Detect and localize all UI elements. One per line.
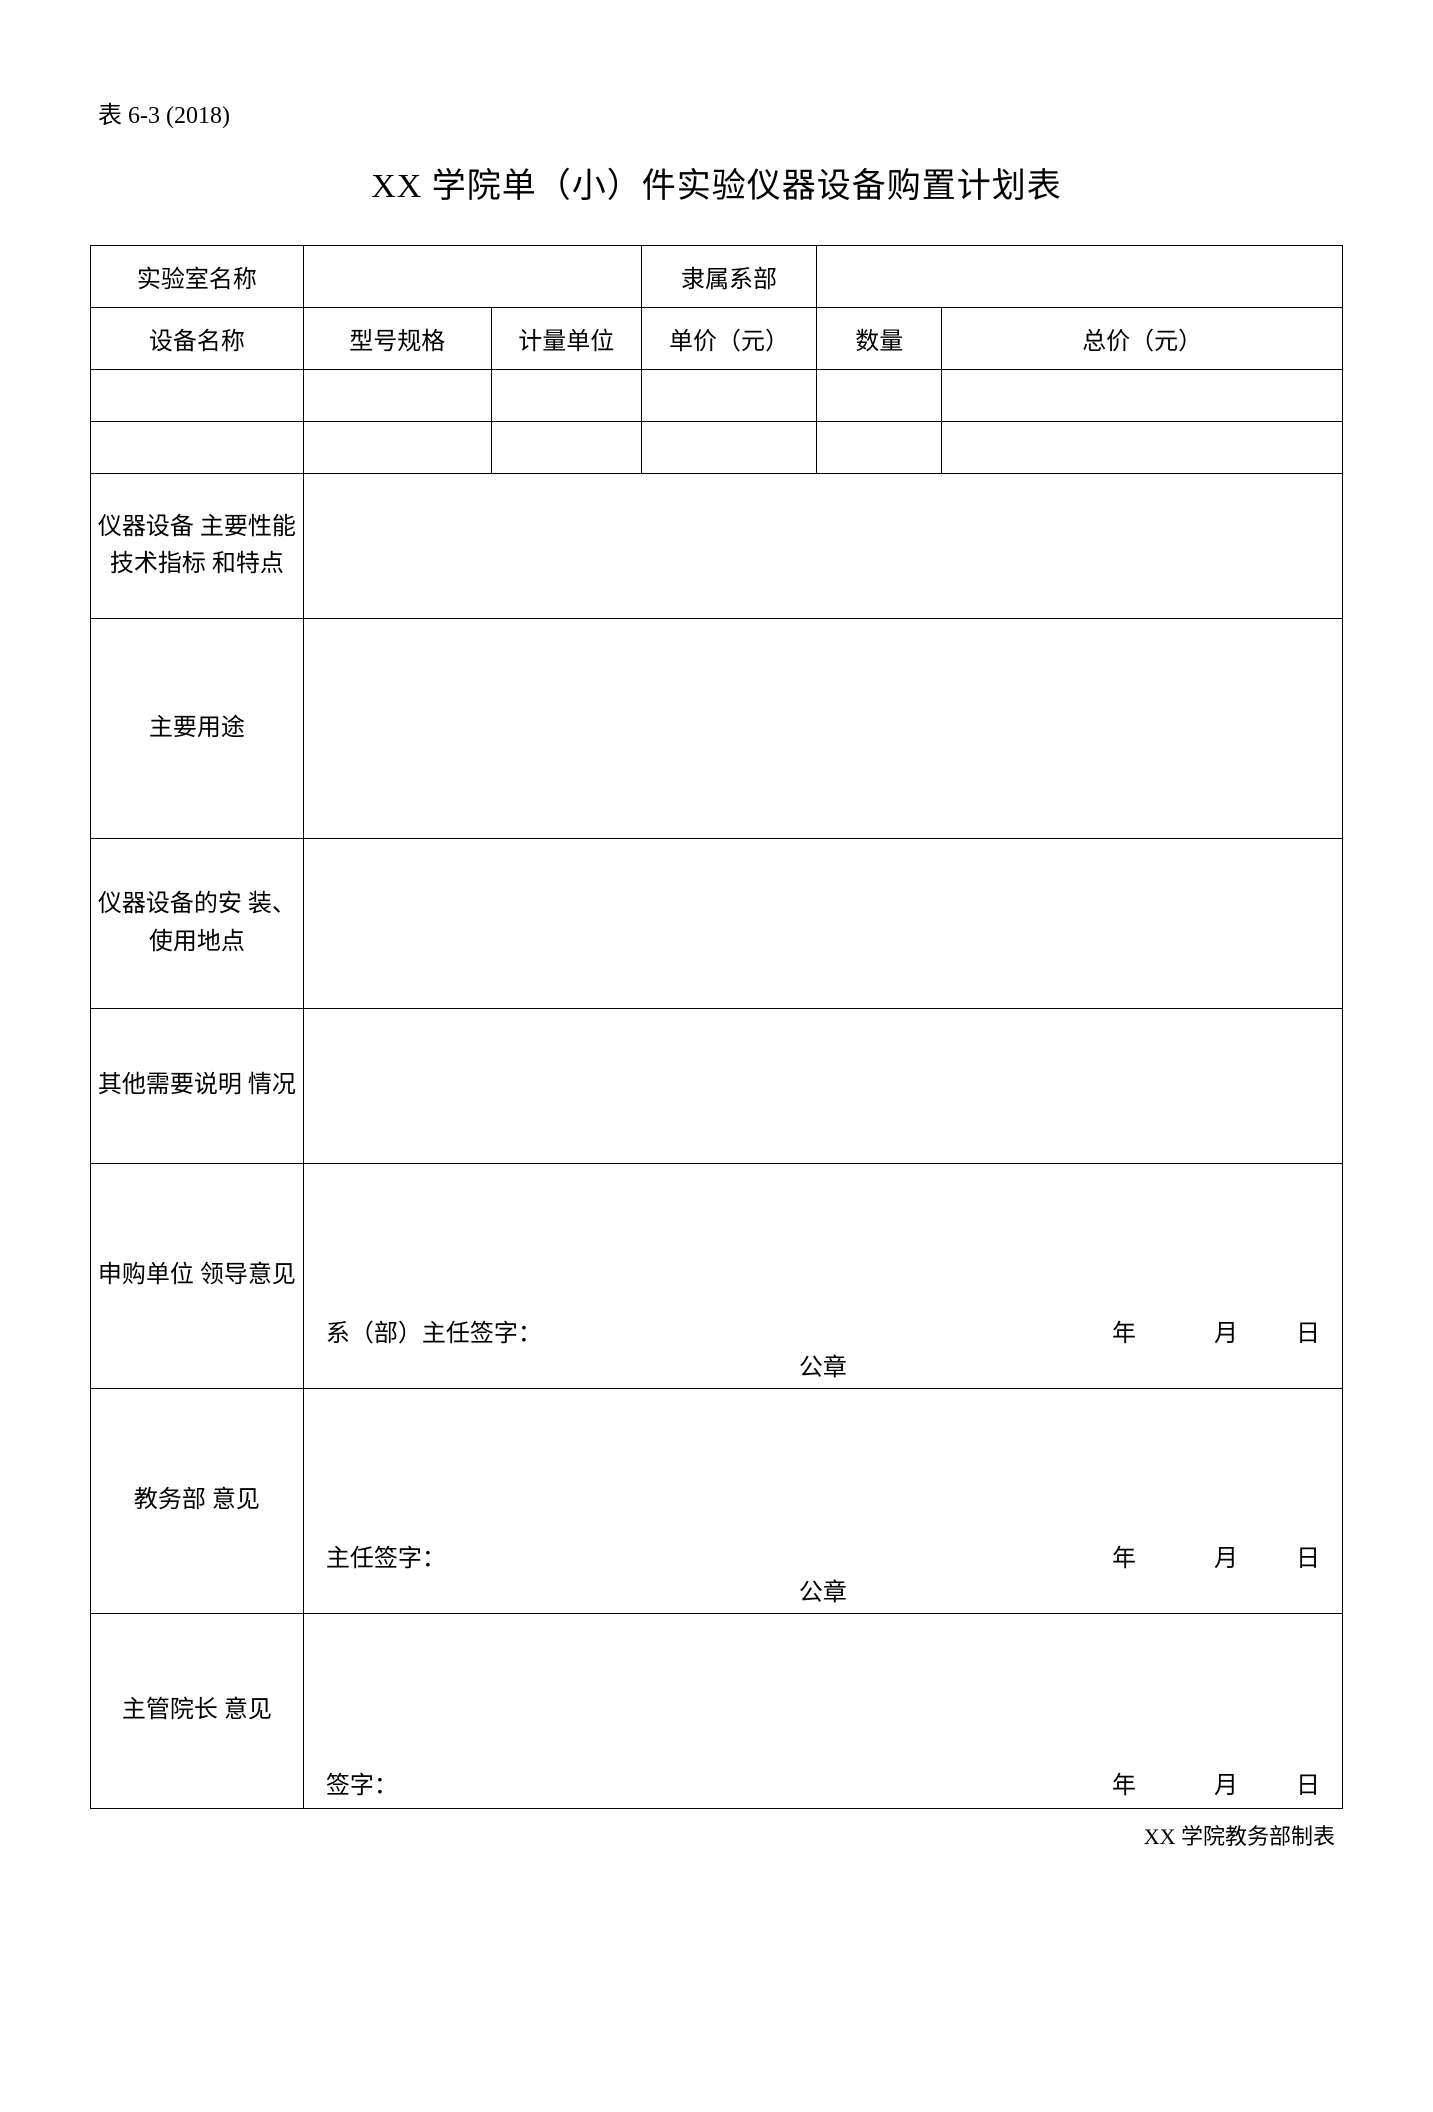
academic-sign-date: 年 月 日: [1040, 1538, 1320, 1573]
cell-unit[interactable]: [491, 422, 641, 474]
academic-sign-line: 主任签字： 年 月 日: [326, 1538, 1320, 1573]
col-equip-name: 设备名称: [91, 308, 304, 370]
cell-unit-price[interactable]: [641, 370, 816, 422]
table-row: [91, 422, 1343, 474]
col-total-price: 总价（元）: [942, 308, 1343, 370]
table-row: [91, 370, 1343, 422]
page-title: XX 学院单（小）件实验仪器设备购置计划表: [90, 158, 1343, 207]
col-qty: 数量: [817, 308, 942, 370]
col-unit-price: 单价（元）: [641, 308, 816, 370]
dept-label: 隶属系部: [641, 246, 816, 308]
col-model-spec: 型号规格: [303, 308, 491, 370]
footer-note: XX 学院教务部制表: [90, 1819, 1343, 1851]
cell-qty[interactable]: [817, 422, 942, 474]
page: 表 6-3 (2018) XX 学院单（小）件实验仪器设备购置计划表 实验室名称…: [0, 0, 1433, 2112]
cell-model-spec[interactable]: [303, 370, 491, 422]
lab-name-value[interactable]: [303, 246, 641, 308]
purchaser-sign-date: 年 月 日: [1040, 1313, 1320, 1348]
academic-opinion-label: 教务部 意见: [91, 1389, 304, 1614]
academic-seal-label: 公章: [304, 1572, 1342, 1607]
main-use-value[interactable]: [303, 619, 1342, 839]
install-label: 仪器设备的安 装、使用地点: [91, 839, 304, 1009]
academic-sign-label: 主任签字：: [326, 1538, 446, 1573]
lab-name-label: 实验室名称: [91, 246, 304, 308]
dean-sign-date: 年 月 日: [1040, 1765, 1320, 1800]
purchaser-sign-line: 系（部）主任签字： 年 月 日: [326, 1313, 1320, 1348]
cell-unit-price[interactable]: [641, 422, 816, 474]
purchaser-sign-label: 系（部）主任签字：: [326, 1313, 542, 1348]
col-unit: 计量单位: [491, 308, 641, 370]
other-value[interactable]: [303, 1009, 1342, 1164]
dean-sign-line: 签字： 年 月 日: [326, 1765, 1320, 1800]
dept-value[interactable]: [817, 246, 1343, 308]
academic-opinion-cell[interactable]: 主任签字： 年 月 日 公章: [303, 1389, 1342, 1614]
form-table: 实验室名称 隶属系部 设备名称 型号规格 计量单位 单价（元） 数量 总价（元）: [90, 245, 1343, 1809]
main-use-label: 主要用途: [91, 619, 304, 839]
dean-opinion-cell[interactable]: 签字： 年 月 日: [303, 1614, 1342, 1809]
cell-model-spec[interactable]: [303, 422, 491, 474]
other-label: 其他需要说明 情况: [91, 1009, 304, 1164]
form-code: 表 6-3 (2018): [98, 95, 1343, 130]
dean-opinion-label: 主管院长 意见: [91, 1614, 304, 1809]
install-value[interactable]: [303, 839, 1342, 1009]
cell-total-price[interactable]: [942, 370, 1343, 422]
cell-total-price[interactable]: [942, 422, 1343, 474]
purchaser-opinion-cell[interactable]: 系（部）主任签字： 年 月 日 公章: [303, 1164, 1342, 1389]
dean-sign-label: 签字：: [326, 1765, 398, 1800]
cell-equip-name[interactable]: [91, 370, 304, 422]
performance-value[interactable]: [303, 474, 1342, 619]
cell-equip-name[interactable]: [91, 422, 304, 474]
purchaser-opinion-label: 申购单位 领导意见: [91, 1164, 304, 1389]
purchaser-seal-label: 公章: [304, 1347, 1342, 1382]
performance-label: 仪器设备 主要性能技术指标 和特点: [91, 474, 304, 619]
cell-unit[interactable]: [491, 370, 641, 422]
cell-qty[interactable]: [817, 370, 942, 422]
